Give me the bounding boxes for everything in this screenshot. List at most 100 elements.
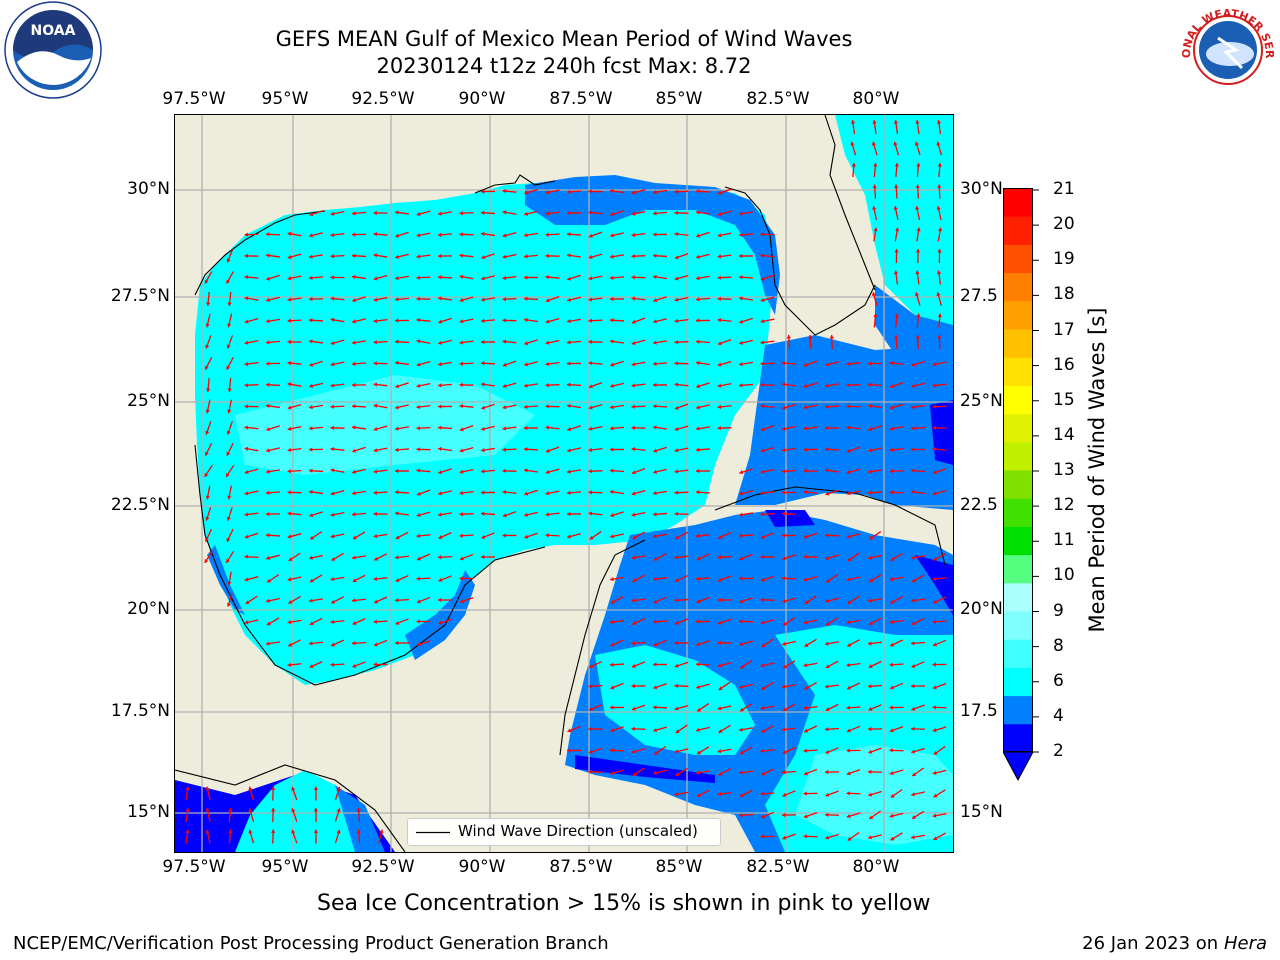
colorbar-segment (1003, 582, 1033, 612)
wave-direction-arrow (825, 660, 839, 669)
wave-direction-arrow (265, 382, 281, 387)
wave-direction-arrow (894, 334, 899, 350)
wave-direction-arrow (894, 227, 900, 242)
wave-direction-arrow (308, 339, 324, 344)
wave-direction-arrow (652, 512, 668, 517)
wave-direction-arrow (308, 404, 324, 410)
wave-direction-arrow (204, 550, 213, 564)
wave-direction-arrow (609, 254, 625, 259)
wave-direction-arrow (330, 404, 345, 409)
wave-direction-arrow (438, 317, 452, 324)
wave-direction-arrow (653, 553, 667, 561)
wave-direction-arrow (394, 511, 410, 516)
wave-direction-arrow (825, 361, 839, 367)
wave-direction-arrow (653, 683, 667, 690)
wave-direction-arrow (437, 425, 453, 430)
wave-direction-arrow (718, 768, 731, 776)
wave-direction-arrow (566, 403, 582, 409)
wave-direction-arrow (330, 662, 345, 667)
wave-direction-arrow (824, 404, 840, 409)
wave-direction-arrow (287, 662, 302, 668)
wave-direction-arrow (437, 555, 453, 560)
wave-direction-arrow (631, 188, 646, 195)
wave-direction-arrow (738, 619, 754, 624)
wave-direction-arrow (652, 274, 668, 280)
wave-direction-arrow (244, 404, 259, 409)
wave-direction-arrow (717, 383, 732, 388)
wave-direction-arrow (739, 490, 753, 496)
wave-direction-arrow (480, 469, 496, 474)
wave-direction-arrow (545, 490, 560, 496)
wave-direction-arrow (588, 490, 603, 495)
wave-direction-arrow (609, 404, 625, 410)
wave-direction-arrow (287, 447, 302, 453)
wave-direction-arrow (653, 318, 667, 324)
wave-direction-arrow (567, 447, 581, 453)
wave-direction-arrow (868, 617, 882, 626)
wave-direction-arrow (652, 340, 668, 345)
wave-direction-arrow (717, 210, 732, 217)
legend-label: Wind Wave Direction (unscaled) (458, 822, 698, 840)
wave-direction-arrow (566, 318, 582, 324)
wave-direction-arrow (804, 682, 817, 690)
wave-direction-arrow (244, 317, 259, 324)
wave-direction-arrow (373, 619, 388, 624)
wave-direction-arrow (739, 640, 753, 647)
wave-direction-arrow (395, 404, 409, 410)
wave-direction-arrow (846, 682, 861, 690)
wave-direction-arrow (226, 357, 234, 370)
wave-direction-arrow (911, 747, 925, 754)
wave-direction-arrow (309, 511, 323, 518)
wave-direction-arrow (265, 340, 281, 345)
colorbar-segment (1003, 723, 1033, 753)
wave-direction-arrow (227, 571, 232, 586)
wave-direction-arrow (244, 490, 259, 496)
wave-direction-arrow (871, 141, 878, 156)
wave-direction-arrow (416, 533, 431, 539)
wave-direction-arrow (932, 425, 947, 431)
wave-direction-arrow (610, 360, 624, 367)
wave-direction-arrow (459, 468, 474, 474)
wave-direction-arrow (915, 206, 921, 220)
wave-direction-arrow (352, 468, 366, 474)
wave-direction-arrow (889, 426, 904, 431)
wave-direction-arrow (334, 786, 341, 801)
wave-direction-arrow (352, 318, 366, 324)
wave-direction-arrow (270, 829, 276, 844)
wave-direction-arrow (674, 189, 689, 194)
wave-direction-arrow (265, 533, 281, 538)
wave-direction-arrow (653, 726, 667, 733)
wave-direction-arrow (631, 641, 646, 646)
wave-direction-arrow (287, 275, 302, 281)
wave-direction-arrow (480, 447, 496, 453)
wave-direction-arrow (910, 555, 926, 560)
wave-direction-arrow (480, 231, 496, 237)
wave-direction-arrow (588, 403, 603, 410)
wave-direction-arrow (674, 598, 689, 603)
wave-direction-arrow (760, 425, 775, 432)
wave-direction-arrow (872, 206, 878, 220)
wave-direction-arrow (502, 426, 517, 431)
wave-direction-arrow (351, 211, 367, 216)
wave-direction-arrow (459, 597, 474, 604)
wave-direction-arrow (781, 684, 797, 689)
wave-direction-arrow (373, 553, 388, 561)
wave-direction-arrow (206, 377, 211, 393)
wave-direction-arrow (524, 489, 538, 496)
lat-label-right: 17.5 (960, 701, 998, 721)
wave-direction-arrow (695, 189, 711, 194)
coastlines (175, 115, 946, 852)
lon-label-top: 87.5°W (549, 89, 613, 109)
lon-label-bottom: 82.5°W (746, 857, 810, 877)
wave-direction-arrow (266, 617, 280, 626)
map-panel (175, 115, 953, 852)
wave-direction-arrow (244, 619, 259, 625)
wave-direction-arrow (824, 383, 840, 388)
wave-direction-arrow (738, 533, 754, 538)
wave-direction-arrow (244, 253, 259, 259)
wave-direction-arrow (717, 339, 732, 346)
lat-label-right: 25°N (960, 391, 1003, 411)
wave-direction-arrow (873, 227, 878, 242)
host-name: Hera (1223, 933, 1267, 954)
wave-direction-arrow (915, 270, 920, 285)
